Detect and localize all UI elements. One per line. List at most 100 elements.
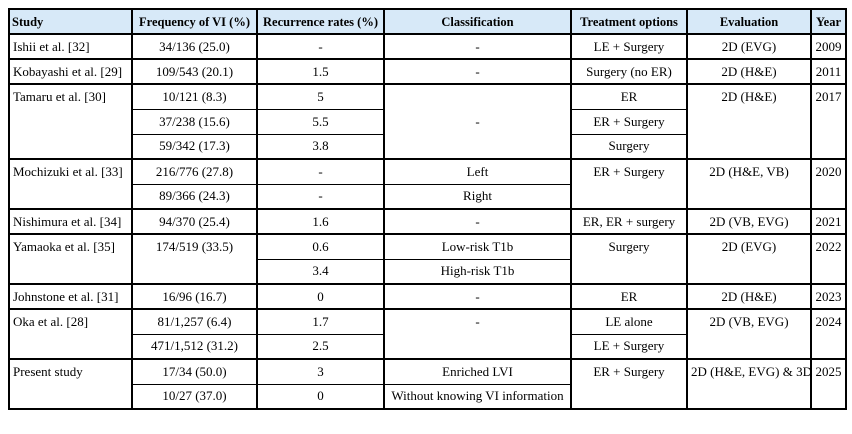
table-cell: 1.7: [256, 308, 385, 335]
table-cell: Low-risk T1b: [383, 233, 572, 260]
table-row: Nishimura et al. [34] 94/370 (25.4) 1.6- ER…: [8, 208, 847, 235]
table-cell: -: [383, 33, 572, 60]
table-cell: 2.5: [256, 333, 385, 360]
table-cell: 0.6: [256, 233, 385, 260]
table-cell: Mochizuki et al. [33]: [8, 158, 133, 210]
table-cell: -: [383, 58, 572, 85]
table-cell: 216/776 (27.8): [131, 158, 258, 185]
table-cell: 2D (H&E): [686, 83, 812, 160]
table-cell: ER + Surgery: [570, 358, 688, 410]
table-cell: 2017: [810, 83, 847, 160]
table-row: Yamaoka et al. [35] 174/519 (33.5) 0.6 Low-…: [8, 233, 847, 285]
table-cell: 17/34 (50.0): [131, 358, 258, 385]
table-cell: Without knowing VI information: [383, 383, 572, 410]
header-cell-evaluation: Evaluation: [686, 8, 812, 35]
page: Study Frequency of VI (%) Recurrence rates…: [8, 8, 847, 410]
table-cell: 2D (H&E): [686, 283, 812, 310]
table-row: Oka et al. [28] 81/1,257 (6.4) 1.7- LE alon…: [8, 308, 847, 360]
table-cell: Oka et al. [28]: [8, 308, 133, 360]
studies-table: Study Frequency of VI (%) Recurrence rates…: [8, 8, 847, 410]
table-cell: 2011: [810, 58, 847, 85]
table-row: Mochizuki et al. [33] 216/776 (27.8) - Left…: [8, 158, 847, 210]
table-cell: High-risk T1b: [383, 258, 572, 285]
table-cell: 81/1,257 (6.4): [131, 308, 258, 335]
table-cell: -: [256, 158, 385, 185]
table-row: 3.4 High-risk T1b: [9, 258, 846, 285]
table-cell: 2D (VB, EVG): [686, 208, 812, 235]
table-cell: ER: [570, 83, 688, 110]
table-cell: Johnstone et al. [31]: [8, 283, 133, 310]
table-cell: Yamaoka et al. [35]: [8, 233, 133, 285]
table-cell: ER: [570, 283, 688, 310]
table-cell: 5.5: [256, 108, 385, 135]
table-cell: 2D (H&E, VB): [686, 158, 812, 210]
table-row: Kobayashi et al. [29] 109/543 (20.1) 1.5- S…: [8, 58, 847, 85]
table-row: Tamaru et al. [30] 10/121 (8.3) 5- ER 2D (H&…: [8, 83, 847, 160]
table-cell: 3: [256, 358, 385, 385]
table-row: 471/1,512 (31.2) 2.5 LE + Surgery: [9, 333, 846, 360]
table-cell: LE + Surgery: [570, 333, 688, 360]
table-cell: -: [256, 33, 385, 60]
table-cell: Enriched LVI: [383, 358, 572, 385]
table-cell: 59/342 (17.3): [131, 133, 258, 160]
table-row: Ishii et al. [32] 34/136 (25.0) - - LE + Sur…: [8, 33, 847, 60]
header-cell-frequency-of-vi: Frequency of VI (%): [131, 8, 258, 35]
table-body: Ishii et al. [32] 34/136 (25.0) - - LE + Sur…: [8, 33, 847, 410]
table-cell: 94/370 (25.4): [131, 208, 258, 235]
table-cell: 3.8: [256, 133, 385, 160]
table-cell: 1.6: [256, 208, 385, 235]
table-cell: 2D (H&E): [686, 58, 812, 85]
table-cell: 5: [256, 83, 385, 110]
table-cell: Surgery: [570, 233, 688, 285]
table-cell: Tamaru et al. [30]: [8, 83, 133, 160]
table-row: 89/366 (24.3) - Right: [9, 183, 846, 210]
table-cell: Kobayashi et al. [29]: [8, 58, 133, 85]
header-cell-study: Study: [8, 8, 133, 35]
table-row: 10/27 (37.0) 0 Without knowing VI informat…: [9, 383, 846, 410]
table-cell: Surgery (no ER): [570, 58, 688, 85]
table-cell: Right: [383, 183, 572, 210]
table-cell: Surgery: [570, 133, 688, 160]
table-cell: Nishimura et al. [34]: [8, 208, 133, 235]
table-cell: Present study: [8, 358, 133, 410]
table-cell: ER + Surgery: [570, 158, 688, 210]
header-cell-treatment-options: Treatment options: [570, 8, 688, 35]
table-cell: Left: [383, 158, 572, 185]
table-cell: 174/519 (33.5): [131, 233, 258, 285]
table-cell: -: [383, 83, 572, 160]
table-cell: 10/121 (8.3): [131, 83, 258, 110]
table-cell: 2024: [810, 308, 847, 360]
table-cell: 2020: [810, 158, 847, 210]
table-cell: 0: [256, 383, 385, 410]
table-cell: 2025: [810, 358, 847, 410]
header-cell-recurrence-rates: Recurrence rates (%): [256, 8, 385, 35]
table-cell: 471/1,512 (31.2): [131, 333, 258, 360]
header-cell-classification: Classification: [383, 8, 572, 35]
table-cell: 109/543 (20.1): [131, 58, 258, 85]
table-cell: 2D (VB, EVG): [686, 308, 812, 360]
table-row: Johnstone et al. [31] 16/96 (16.7) 0- ER 2D …: [8, 283, 847, 310]
table-cell: 37/238 (15.6): [131, 108, 258, 135]
table-cell: 2009: [810, 33, 847, 60]
table-cell: 1.5: [256, 58, 385, 85]
table-row: Present study 17/34 (50.0) 3 Enriched LVI ER…: [8, 358, 847, 410]
table-cell: 2D (EVG): [686, 33, 812, 60]
table-row: 37/238 (15.6) 5.5 ER + Surgery: [9, 108, 846, 135]
table-cell: 10/27 (37.0): [131, 383, 258, 410]
table-cell: -: [383, 283, 572, 310]
table-cell: 3.4: [256, 258, 385, 285]
table-cell: 2D (H&E, EVG) & 3D: [686, 358, 812, 410]
table-cell: 2022: [810, 233, 847, 285]
table-cell: 2023: [810, 283, 847, 310]
table-cell: 2021: [810, 208, 847, 235]
table-cell: ER, ER + surgery: [570, 208, 688, 235]
table-cell: 16/96 (16.7): [131, 283, 258, 310]
table-cell: -: [383, 308, 572, 360]
table-cell: -: [256, 183, 385, 210]
table-header: Study Frequency of VI (%) Recurrence rates…: [8, 8, 847, 35]
table-cell: 89/366 (24.3): [131, 183, 258, 210]
header-cell-year: Year: [810, 8, 847, 35]
table-cell: Ishii et al. [32]: [8, 33, 133, 60]
table-row: 59/342 (17.3) 3.8 Surgery: [9, 133, 846, 160]
table-cell: LE + Surgery: [570, 33, 688, 60]
